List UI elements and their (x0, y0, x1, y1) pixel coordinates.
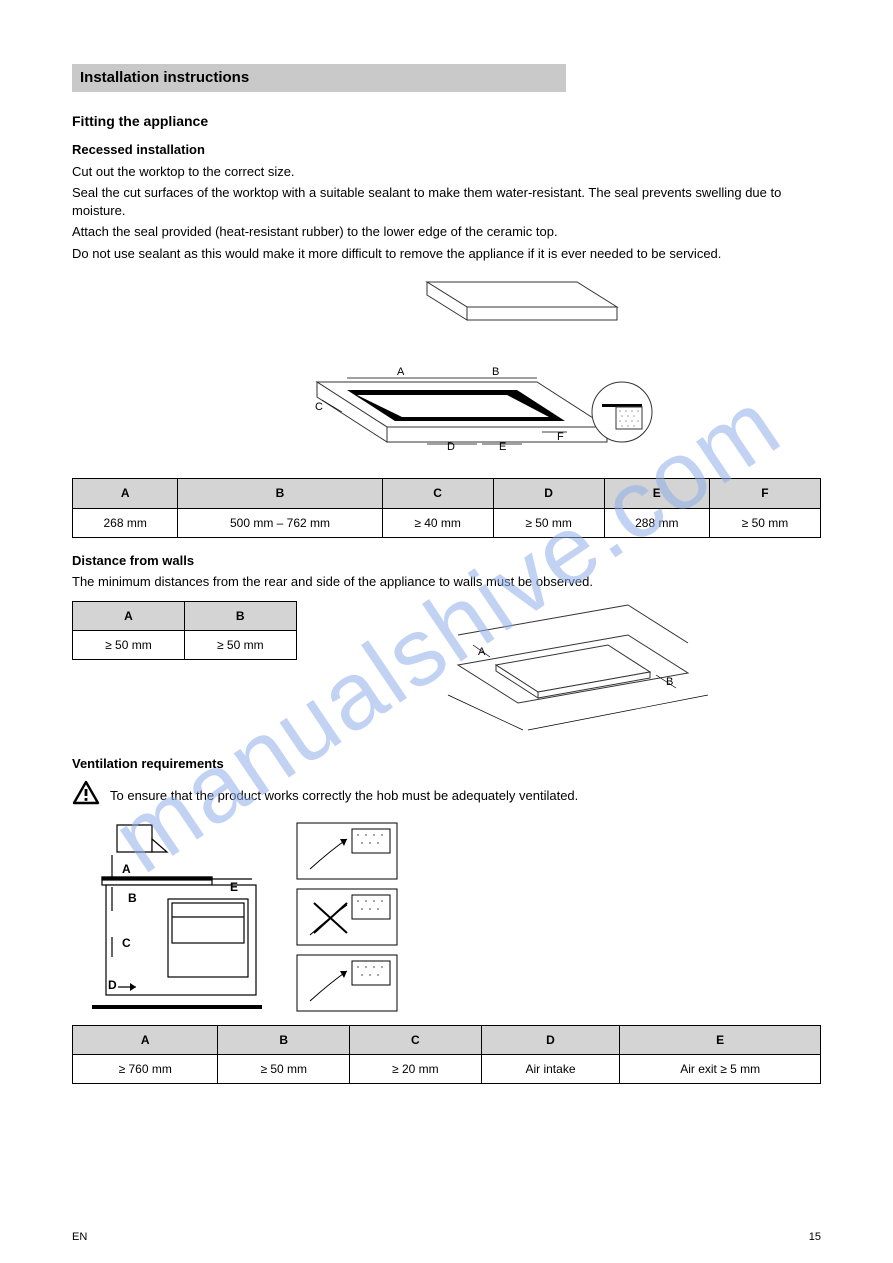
col-header: A (73, 479, 178, 508)
footer-page-number: 15 (809, 1230, 821, 1245)
col-header: B (218, 1025, 350, 1054)
walls-dimensions-table: A B ≥ 50 mm ≥ 50 mm (72, 601, 297, 660)
cell: 500 mm – 762 mm (178, 508, 382, 537)
caution-icon (72, 780, 100, 811)
cell: Air intake (481, 1055, 620, 1084)
cell: 268 mm (73, 508, 178, 537)
section-fitting-title: Fitting the appliance (72, 112, 821, 131)
svg-text:D: D (108, 978, 117, 992)
svg-text:A: A (122, 862, 131, 876)
section-ventilation-title: Ventilation requirements (72, 755, 821, 773)
col-header: C (350, 1025, 482, 1054)
svg-text:E: E (230, 880, 238, 894)
svg-text:C: C (122, 936, 131, 950)
recessed-paragraph: Cut out the worktop to the correct size. (72, 163, 821, 181)
cell: ≥ 760 mm (73, 1055, 218, 1084)
walls-diagram: A B (321, 595, 815, 745)
col-header: D (493, 479, 604, 508)
col-header: B (184, 601, 296, 630)
footer-language: EN (72, 1230, 87, 1245)
svg-text:A: A (397, 366, 405, 378)
cell: ≥ 50 mm (184, 631, 296, 660)
cell: Air exit ≥ 5 mm (620, 1055, 821, 1084)
svg-text:D: D (447, 441, 455, 453)
col-header: B (178, 479, 382, 508)
page-title: Installation instructions (72, 64, 566, 92)
col-header: A (73, 1025, 218, 1054)
cell: ≥ 20 mm (350, 1055, 482, 1084)
svg-text:E: E (499, 441, 506, 453)
svg-text:C: C (315, 401, 323, 413)
cell: ≥ 50 mm (493, 508, 604, 537)
col-header: A (73, 601, 185, 630)
col-header: E (604, 479, 709, 508)
cell: 288 mm (604, 508, 709, 537)
svg-text:A: A (478, 646, 486, 658)
recessed-diagram: A B C D E F (72, 272, 821, 472)
col-header: D (481, 1025, 620, 1054)
recessed-paragraph: Attach the seal provided (heat-resistant… (72, 223, 821, 241)
recessed-paragraph: Do not use sealant as this would make it… (72, 245, 821, 263)
cell: ≥ 50 mm (73, 631, 185, 660)
section-recessed-title: Recessed installation (72, 141, 821, 159)
svg-text:B: B (492, 366, 499, 378)
section-walls-title: Distance from walls (72, 552, 821, 570)
col-header: C (382, 479, 493, 508)
col-header: F (709, 479, 820, 508)
ventilation-diagram: A B E C D (72, 817, 821, 1017)
recessed-dimensions-table: A B C D E F 268 mm 500 mm – 762 mm ≥ 40 … (72, 478, 821, 537)
ventilation-warning-text: To ensure that the product works correct… (110, 787, 578, 805)
svg-text:F: F (557, 431, 564, 443)
cell: ≥ 50 mm (709, 508, 820, 537)
ventilation-dimensions-table: A B C D E ≥ 760 mm ≥ 50 mm ≥ 20 mm Air i… (72, 1025, 821, 1084)
col-header: E (620, 1025, 821, 1054)
walls-paragraph: The minimum distances from the rear and … (72, 573, 821, 591)
cell: ≥ 40 mm (382, 508, 493, 537)
cell: ≥ 50 mm (218, 1055, 350, 1084)
svg-text:B: B (128, 891, 137, 905)
recessed-paragraph: Seal the cut surfaces of the worktop wit… (72, 184, 821, 219)
